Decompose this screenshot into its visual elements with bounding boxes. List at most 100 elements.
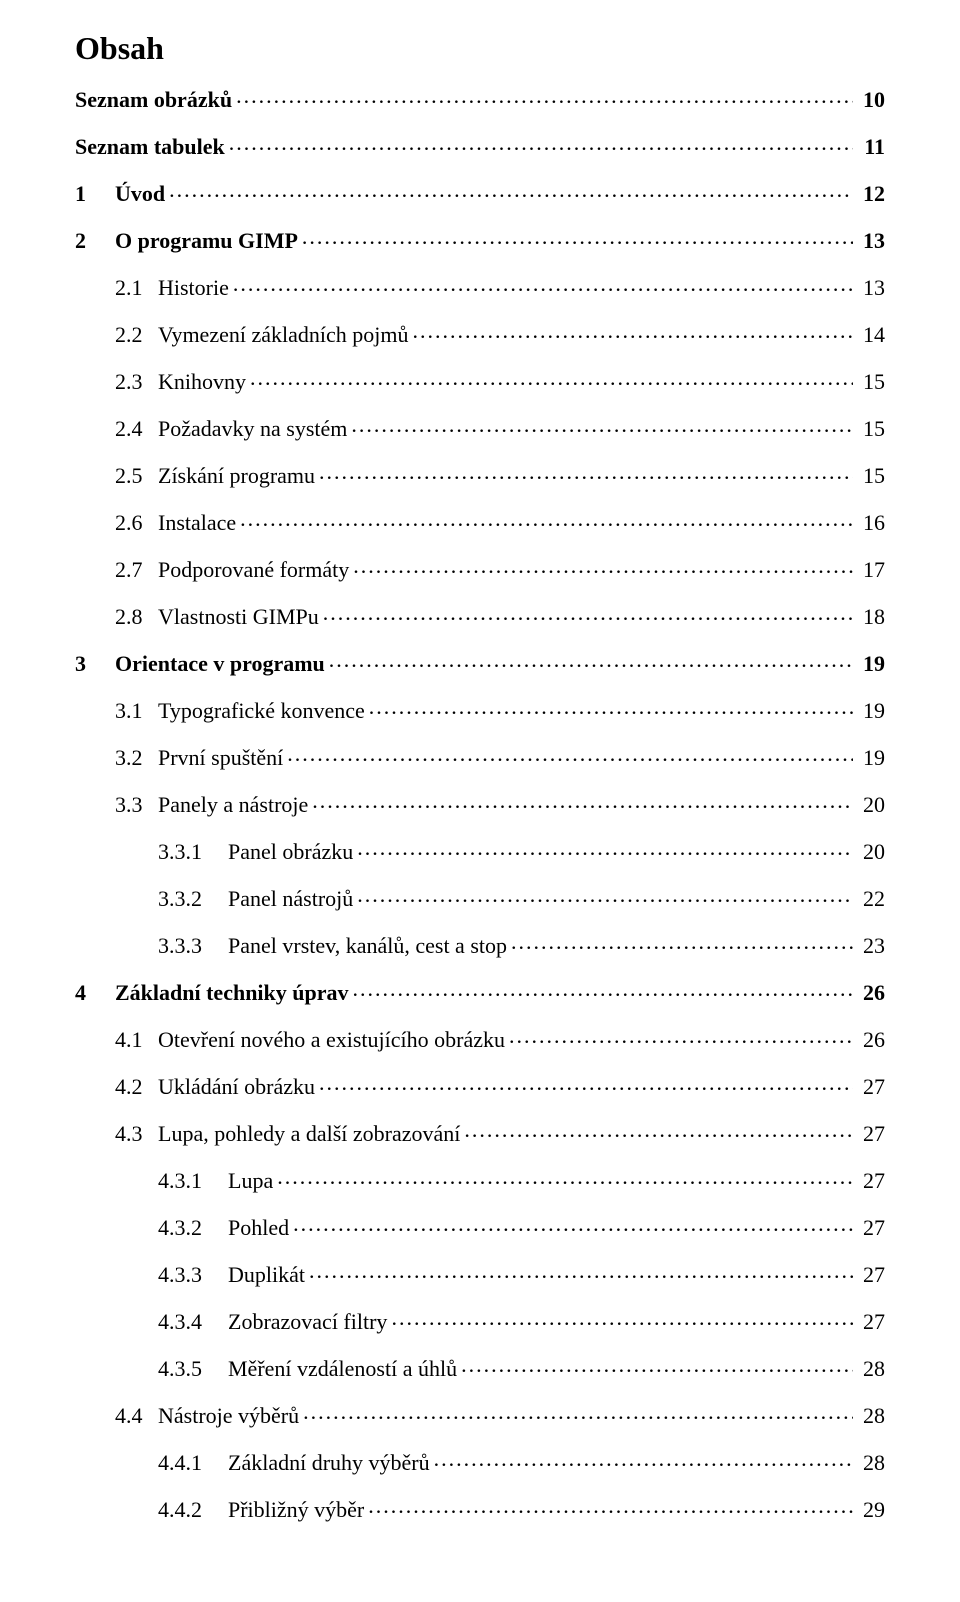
toc-entry: 3.3.1Panel obrázku 20: [75, 837, 885, 863]
toc-entry-number: 3.3.1: [75, 841, 228, 863]
toc-entry-number: 3.3.2: [75, 888, 228, 910]
toc-entry-number: 4.3.3: [75, 1264, 228, 1286]
toc-entry-label: Panel nástrojů: [228, 888, 353, 910]
toc-entry: 4.3.3Duplikát27: [75, 1260, 885, 1286]
toc-list: Seznam obrázků10Seznam tabulek111Úvod122…: [75, 85, 885, 1521]
toc-entry-label: Seznam obrázků: [75, 89, 232, 111]
toc-dot-leader: [391, 1307, 853, 1329]
toc-entry-number: 4.3.5: [75, 1358, 228, 1380]
toc-entry: 4.3.1Lupa 27: [75, 1166, 885, 1192]
toc-entry-number: 4.3: [75, 1123, 158, 1145]
toc-entry: Seznam obrázků10: [75, 85, 885, 111]
toc-entry-number: 4.4: [75, 1405, 158, 1427]
toc-entry-number: 2.8: [75, 606, 158, 628]
toc-entry-page: 20: [857, 794, 885, 816]
toc-entry-page: 18: [857, 606, 885, 628]
toc-dot-leader: [368, 1495, 853, 1517]
toc-dot-leader: [353, 978, 853, 1000]
toc-dot-leader: [309, 1260, 853, 1282]
toc-dot-leader: [312, 790, 853, 812]
toc-entry-page: 26: [857, 1029, 885, 1051]
toc-dot-leader: [287, 743, 853, 765]
toc-entry: 4.3Lupa, pohledy a další zobrazování27: [75, 1119, 885, 1145]
toc-entry-label: Podporované formáty: [158, 559, 349, 581]
toc-entry: 2.1Historie13: [75, 273, 885, 299]
toc-entry: 2.6Instalace16: [75, 508, 885, 534]
toc-entry-number: 2.2: [75, 324, 158, 346]
toc-entry: 4.2Ukládání obrázku 27: [75, 1072, 885, 1098]
toc-entry-number: 3.2: [75, 747, 158, 769]
toc-entry: 1Úvod12: [75, 179, 885, 205]
toc-entry-label: Základní techniky úprav: [115, 982, 349, 1004]
toc-entry-page: 16: [857, 512, 885, 534]
toc-entry-page: 27: [857, 1123, 885, 1145]
toc-dot-leader: [169, 179, 853, 201]
toc-dot-leader: [236, 85, 853, 107]
toc-entry: 2.2Vymezení základních pojmů14: [75, 320, 885, 346]
toc-entry-page: 29: [857, 1499, 885, 1521]
toc-entry-number: 2: [75, 230, 115, 252]
toc-entry-label: Panel obrázku: [228, 841, 353, 863]
toc-entry-label: Historie: [158, 277, 229, 299]
toc-dot-leader: [351, 414, 853, 436]
toc-dot-leader: [293, 1213, 853, 1235]
toc-entry-number: 4.3.1: [75, 1170, 228, 1192]
toc-entry-page: 27: [857, 1076, 885, 1098]
toc-entry-label: Nástroje výběrů: [158, 1405, 299, 1427]
toc-entry-number: 3.3.3: [75, 935, 228, 957]
toc-dot-leader: [233, 273, 853, 295]
toc-entry-number: 2.5: [75, 465, 158, 487]
toc-entry-page: 26: [857, 982, 885, 1004]
toc-entry-page: 27: [857, 1311, 885, 1333]
toc-entry-label: Měření vzdáleností a úhlů: [228, 1358, 457, 1380]
toc-entry: 4.3.4Zobrazovací filtry27: [75, 1307, 885, 1333]
toc-entry-page: 20: [857, 841, 885, 863]
toc-entry-label: Zobrazovací filtry: [228, 1311, 387, 1333]
toc-entry: 4.3.5Měření vzdáleností a úhlů28: [75, 1354, 885, 1380]
toc-entry-page: 12: [857, 183, 885, 205]
toc-entry-page: 27: [857, 1217, 885, 1239]
toc-dot-leader: [329, 649, 853, 671]
toc-entry-number: 2.7: [75, 559, 158, 581]
toc-entry-page: 15: [857, 465, 885, 487]
toc-entry-label: Panel vrstev, kanálů, cest a stop: [228, 935, 507, 957]
toc-entry-page: 19: [857, 700, 885, 722]
toc-entry: 3.3Panely a nástroje20: [75, 790, 885, 816]
toc-entry: 2.3Knihovny 15: [75, 367, 885, 393]
toc-entry-number: 3: [75, 653, 115, 675]
toc-dot-leader: [357, 837, 853, 859]
toc-entry: 2O programu GIMP13: [75, 226, 885, 252]
toc-entry-label: Získání programu: [158, 465, 315, 487]
toc-entry-label: Instalace: [158, 512, 236, 534]
toc-entry: 4Základní techniky úprav26: [75, 978, 885, 1004]
toc-entry-label: Lupa: [228, 1170, 273, 1192]
toc-dot-leader: [357, 884, 853, 906]
toc-entry-number: 4.4.2: [75, 1499, 228, 1521]
toc-entry-number: 2.3: [75, 371, 158, 393]
toc-entry-label: Otevření nového a existujícího obrázku: [158, 1029, 505, 1051]
toc-entry-number: 4.4.1: [75, 1452, 228, 1474]
toc-entry: 3.3.2Panel nástrojů 22: [75, 884, 885, 910]
toc-entry-page: 27: [857, 1264, 885, 1286]
toc-entry-label: Panely a nástroje: [158, 794, 308, 816]
toc-entry-label: O programu GIMP: [115, 230, 298, 252]
toc-entry-label: Základní druhy výběrů: [228, 1452, 430, 1474]
toc-entry-label: Knihovny: [158, 371, 246, 393]
toc-entry-page: 15: [857, 371, 885, 393]
toc-entry-label: Typografické konvence: [158, 700, 365, 722]
toc-dot-leader: [303, 1401, 853, 1423]
page: Obsah Seznam obrázků10Seznam tabulek111Ú…: [0, 0, 960, 1602]
toc-entry: 3.2První spuštění19: [75, 743, 885, 769]
toc-entry-page: 27: [857, 1170, 885, 1192]
toc-entry-number: 4.2: [75, 1076, 158, 1098]
toc-entry-label: Ukládání obrázku: [158, 1076, 315, 1098]
toc-entry-page: 22: [857, 888, 885, 910]
toc-entry-page: 17: [857, 559, 885, 581]
toc-dot-leader: [464, 1119, 853, 1141]
toc-dot-leader: [353, 555, 853, 577]
toc-entry: 2.7Podporované formáty 17: [75, 555, 885, 581]
toc-entry-label: Vlastnosti GIMPu: [158, 606, 319, 628]
toc-dot-leader: [461, 1354, 853, 1376]
toc-dot-leader: [302, 226, 853, 248]
toc-entry-label: Orientace v programu: [115, 653, 325, 675]
